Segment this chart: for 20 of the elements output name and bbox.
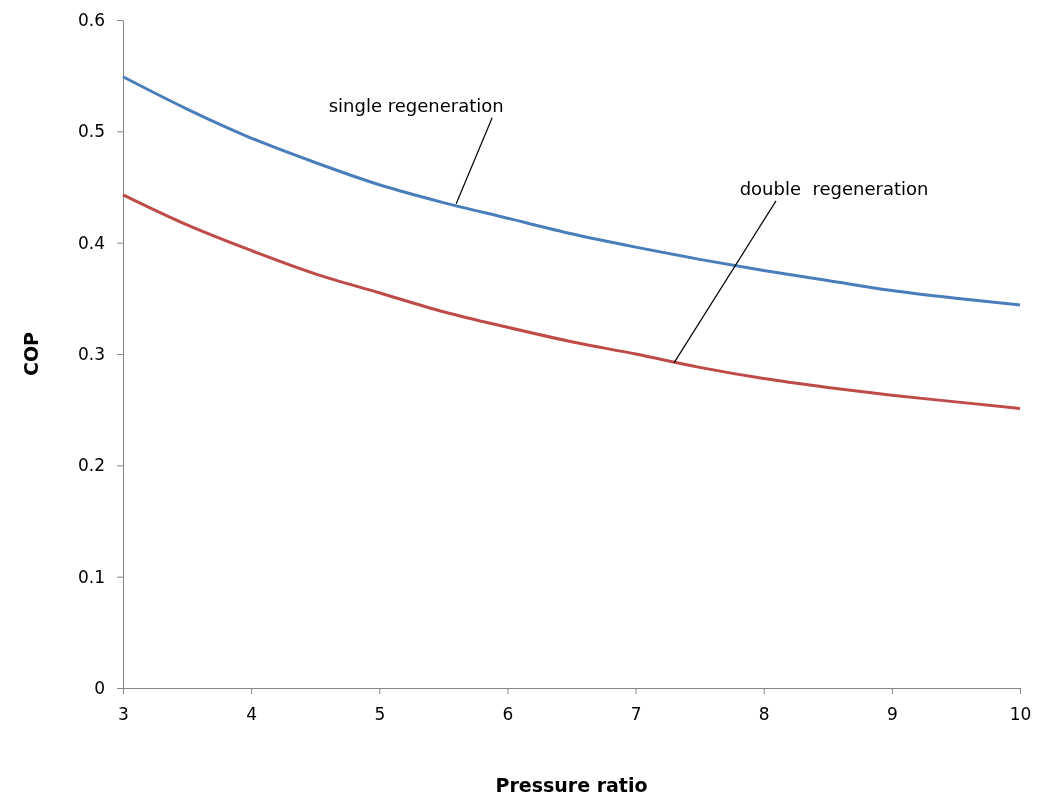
y-tick-label: 0.6 [77,9,105,30]
y-tick-label: 0.2 [77,455,105,476]
x-axis-title: Pressure ratio [495,774,648,796]
y-tick-label: 0 [94,677,105,698]
x-tick-label: 9 [886,704,898,725]
x-tick-label: 8 [758,704,770,725]
y-tick-label: 0.5 [77,121,105,142]
x-tick-label: 5 [374,704,386,725]
annotation: single regeneration [328,94,504,116]
x-tick-label: 4 [246,704,258,725]
y-tick-label: 0.4 [77,232,105,253]
y-axis-title: COP [20,331,42,377]
x-tick-label: 10 [1009,704,1032,725]
x-tick-label: 3 [118,704,129,725]
x-tick-label: 6 [502,704,514,725]
annotation: double regeneration [739,177,929,199]
y-tick-label: 0.1 [77,566,105,587]
y-tick-label: 0.3 [77,343,105,364]
line-series [121,75,1022,307]
x-tick-label: 7 [630,704,642,725]
